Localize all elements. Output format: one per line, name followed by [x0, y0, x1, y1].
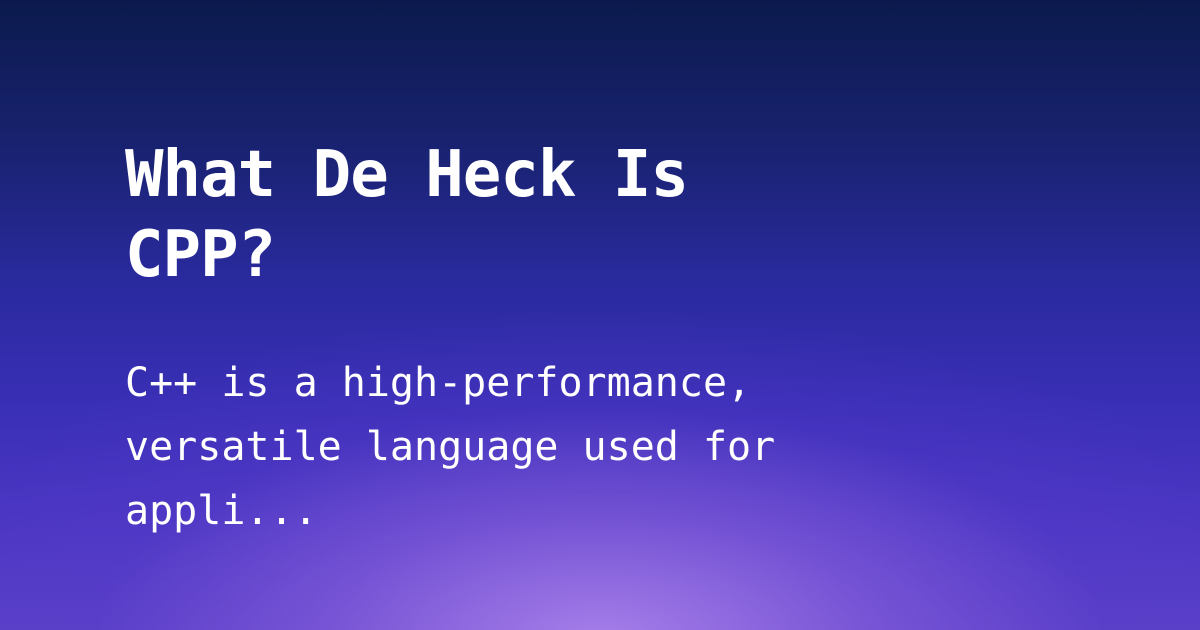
post-excerpt: C++ is a high-performance, versatile lan… [125, 360, 776, 534]
post-title: What De Heck Is CPP? [125, 138, 689, 292]
og-card: What De Heck Is CPP? C++ is a high-perfo… [125, 135, 1085, 543]
